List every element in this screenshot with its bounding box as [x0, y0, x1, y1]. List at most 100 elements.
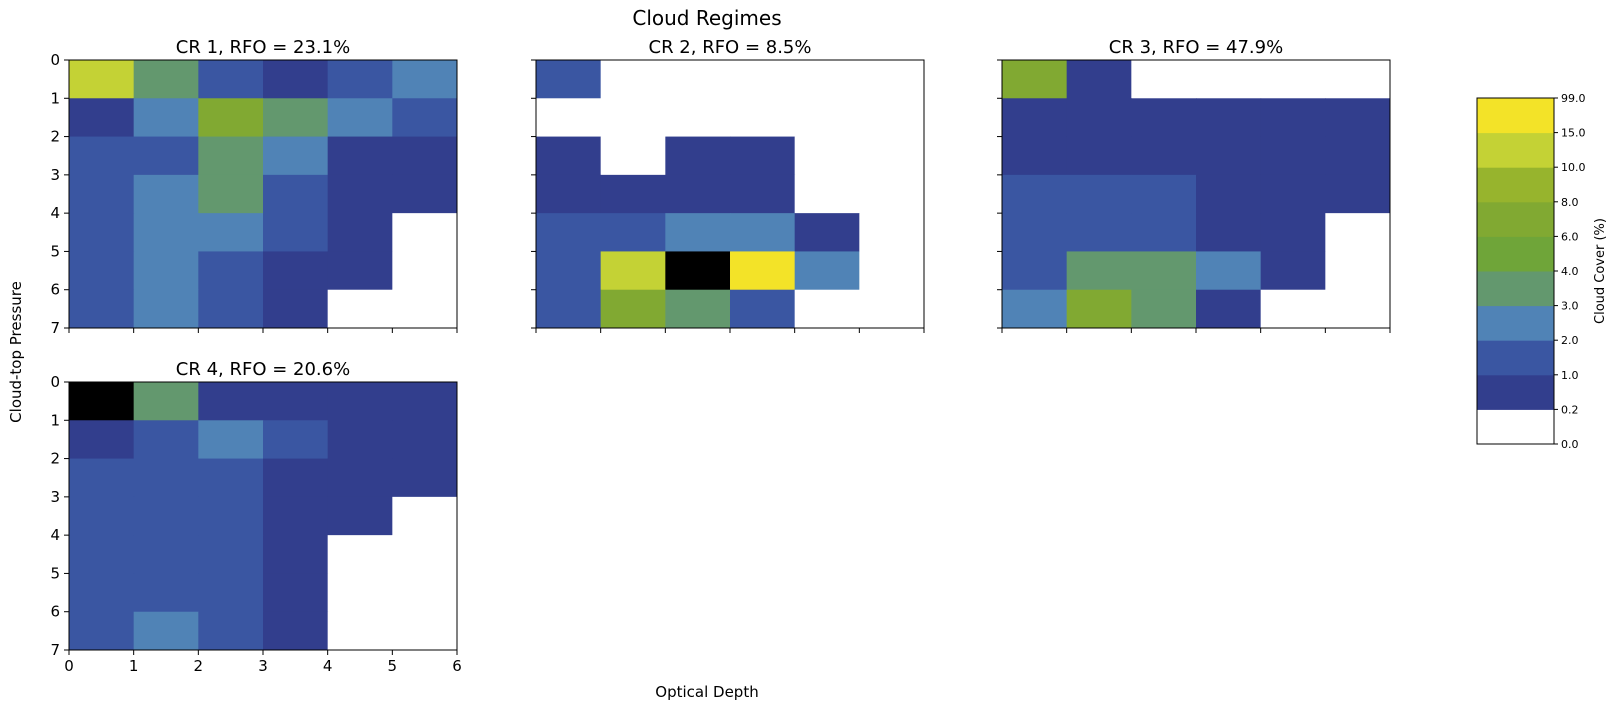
heatmap-cell [327, 573, 393, 613]
x-tick-label: 4 [323, 657, 333, 675]
heatmap-cell [1196, 174, 1262, 214]
heatmap-cell [133, 174, 199, 214]
colorbar-swatch [1477, 132, 1554, 168]
heatmap-cell [263, 98, 329, 138]
heatmap-cell [859, 60, 925, 99]
heatmap-cell [133, 420, 199, 460]
heatmap-cell [263, 458, 329, 498]
heatmap-cell [327, 496, 393, 536]
heatmap-cell [198, 98, 264, 138]
heatmap-cell [69, 289, 135, 329]
heatmap-cell [327, 213, 393, 252]
heatmap-cell [600, 136, 666, 176]
colorbar-tick-label: 99.0 [1561, 92, 1586, 105]
colorbar-tick-label: 3.0 [1561, 300, 1579, 313]
heatmap-cell [1066, 98, 1132, 138]
heatmap-cell [327, 458, 393, 498]
heatmap-cell [1066, 213, 1132, 252]
heatmap-cell [1002, 136, 1068, 176]
heatmap-cell [263, 289, 329, 329]
heatmap-cell [69, 174, 135, 214]
heatmap-cell [263, 60, 329, 99]
heatmap-cell [1260, 174, 1326, 214]
heatmap-cell [859, 251, 925, 291]
colorbar-swatch [1477, 201, 1554, 237]
heatmap-cell [1260, 136, 1326, 176]
heatmap-cell [1002, 289, 1068, 329]
heatmap-cell [859, 213, 925, 252]
panel-title: CR 4, RFO = 20.6% [176, 359, 350, 380]
heatmap-cell [1066, 289, 1132, 329]
heatmap-cell [1002, 174, 1068, 214]
heatmap-cell [392, 289, 458, 329]
heatmap-cell [1325, 174, 1391, 214]
heatmap-cell [198, 251, 264, 291]
y-axis-label: Cloud-top Pressure [7, 281, 25, 423]
heatmap-cell [1131, 251, 1197, 291]
heatmap-cell [1002, 251, 1068, 291]
y-tick-label: 2 [50, 450, 60, 468]
heatmap-cell [730, 251, 796, 291]
heatmap-cell [1196, 213, 1262, 252]
heatmap-panel-2: CR 2, RFO = 8.5% [531, 37, 925, 333]
heatmap-cell [69, 251, 135, 291]
heatmap-cell [327, 611, 393, 651]
y-tick-label: 1 [50, 411, 60, 429]
heatmap-cell [859, 98, 925, 138]
heatmap-cell [133, 60, 199, 99]
heatmap-cell [327, 382, 393, 421]
heatmap-cell [1066, 251, 1132, 291]
heatmap-cell [133, 573, 199, 613]
heatmap-cell [730, 98, 796, 138]
heatmap-cell [859, 136, 925, 176]
heatmap-cell [69, 458, 135, 498]
heatmap-cell [392, 98, 458, 138]
colorbar-swatch [1477, 374, 1554, 410]
heatmap-cell [263, 136, 329, 176]
heatmap-cell [1325, 136, 1391, 176]
heatmap-cell [198, 174, 264, 214]
heatmap-cell [327, 251, 393, 291]
heatmap-cell [794, 213, 860, 252]
colorbar-swatch [1477, 167, 1554, 203]
heatmap-cell [69, 98, 135, 138]
heatmap-cell [263, 251, 329, 291]
heatmap-cell [600, 251, 666, 291]
y-tick-label: 4 [50, 526, 60, 544]
heatmap-cell [730, 213, 796, 252]
y-tick-label: 7 [50, 319, 60, 337]
heatmap-cell [1260, 98, 1326, 138]
heatmap-cell [69, 420, 135, 460]
heatmap-cell [1260, 60, 1326, 99]
heatmap-cell [1260, 213, 1326, 252]
x-tick-label: 0 [64, 657, 74, 675]
heatmap-cell [69, 573, 135, 613]
heatmap-cell [327, 420, 393, 460]
heatmap-cell [1260, 289, 1326, 329]
heatmap-cell [1260, 251, 1326, 291]
heatmap-cell [327, 174, 393, 214]
heatmap-cell [794, 251, 860, 291]
colorbar-swatch [1477, 409, 1554, 445]
heatmap-cell [69, 496, 135, 536]
x-tick-label: 1 [129, 657, 139, 675]
colorbar-tick-label: 10.0 [1561, 161, 1586, 174]
heatmap-cell [1066, 60, 1132, 99]
heatmap-cell [859, 174, 925, 214]
heatmap-cell [263, 213, 329, 252]
heatmap-cell [392, 174, 458, 214]
y-tick-label: 3 [50, 488, 60, 506]
heatmap-cell [794, 60, 860, 99]
heatmap-cell [665, 213, 731, 252]
colorbar-swatch [1477, 305, 1554, 341]
heatmap-cell [1002, 213, 1068, 252]
heatmap-cell [392, 611, 458, 651]
heatmap-cell [392, 136, 458, 176]
heatmap-cell [600, 98, 666, 138]
heatmap-cell [1066, 136, 1132, 176]
colorbar-tick-label: 4.0 [1561, 265, 1579, 278]
heatmap-cell [730, 136, 796, 176]
panel-title: CR 1, RFO = 23.1% [176, 37, 350, 58]
x-tick-label: 6 [452, 657, 462, 675]
colorbar-label: Cloud Cover (%) [1593, 218, 1608, 324]
